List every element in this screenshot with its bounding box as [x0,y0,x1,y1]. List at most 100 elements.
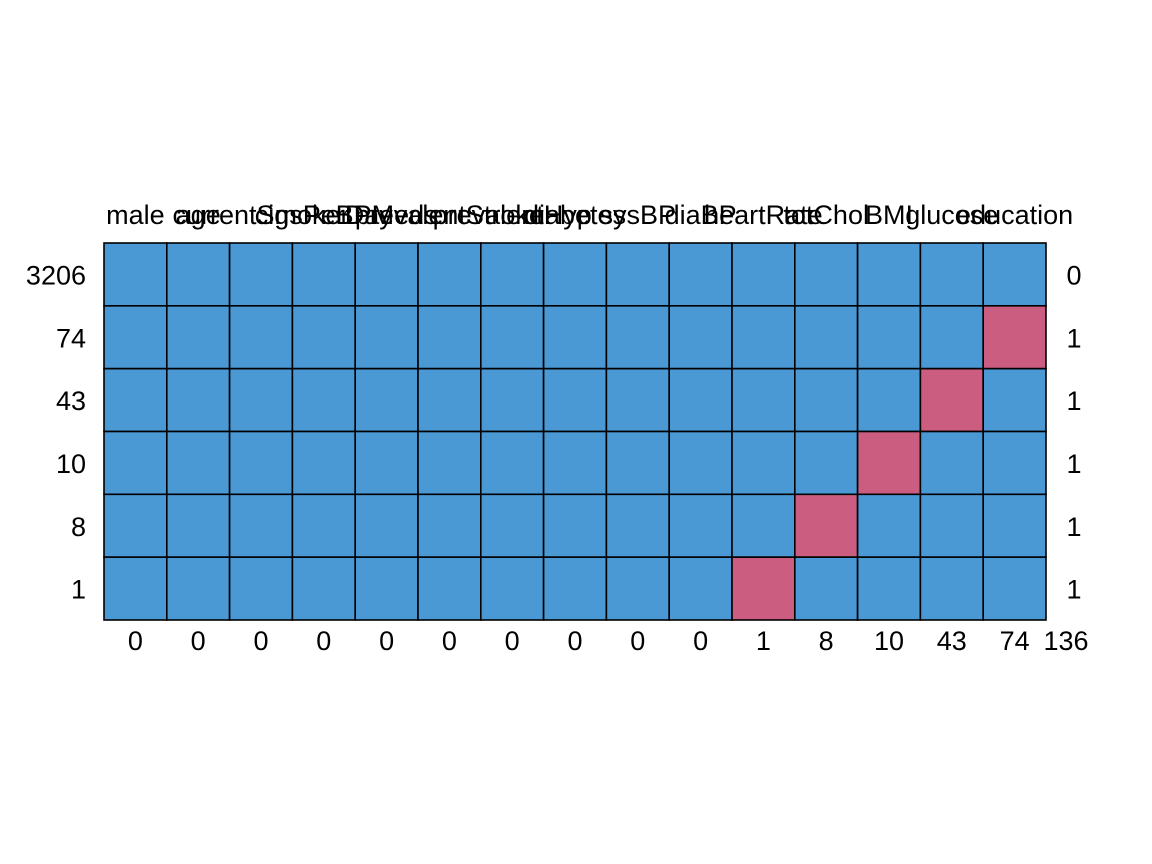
observed-cell [291,242,356,307]
observed-cell [479,367,545,433]
column-missing-count-label: 0 [316,626,331,656]
variable-label: BPMeds [336,200,438,230]
observed-cell [417,556,482,621]
variable-label: male [106,200,165,230]
observed-cell [731,493,796,558]
observed-cell [793,242,859,307]
column-missing-count-label: 0 [567,626,582,656]
row-missing-count-labels: 0 1 1 1 1 1 [1066,260,1081,604]
variable-label: prevalentHyp [433,200,592,230]
missing-cell [731,556,796,621]
observed-cell [542,367,608,433]
observed-cell [856,242,922,307]
column-missing-count-label: 0 [693,626,708,656]
observed-cell [919,305,985,370]
pattern-cells [103,242,1047,621]
variable-label: currentSmoker [172,200,349,230]
observed-cell [542,305,608,370]
observed-cell [166,367,231,433]
observed-cell [103,556,168,621]
observed-cell [166,242,231,307]
observed-cell [291,430,356,496]
observed-cell [354,493,419,558]
observed-cell [856,305,922,370]
variable-label: education [956,200,1073,230]
column-missing-count-label: 0 [191,626,206,656]
missing-cell [919,367,985,433]
row-missing-count-label: 1 [1066,386,1081,416]
observed-cell [228,493,294,558]
observed-cell [982,493,1047,558]
observed-cell [793,556,859,621]
variable-label: diaBP [665,200,737,230]
observed-cell [542,556,608,621]
observed-cell [668,430,733,496]
row-frequency-label: 8 [71,512,86,542]
observed-cell [479,493,545,558]
observed-cell [982,367,1047,433]
observed-cell [417,242,482,307]
observed-cell [166,430,231,496]
observed-cell [417,493,482,558]
observed-cell [793,430,859,496]
observed-cell [793,305,859,370]
column-missing-count-label: 0 [379,626,394,656]
variable-label: prevalentStroke [355,200,544,230]
observed-cell [605,367,671,433]
observed-cell [668,367,733,433]
observed-cell [354,242,419,307]
row-frequency-labels: 3206 74 43 10 8 1 [26,260,86,604]
column-missing-count-label: 10 [874,626,904,656]
row-missing-count-label: 1 [1066,449,1081,479]
observed-cell [668,305,733,370]
observed-cell [605,556,671,621]
observed-cell [417,305,482,370]
observed-cell [228,242,294,307]
variable-label: diabetes [524,200,626,230]
observed-cell [731,242,796,307]
observed-cell [291,493,356,558]
observed-cell [354,556,419,621]
observed-cell [166,556,231,621]
column-missing-count-labels: 0 0 0 0 0 0 0 0 0 0 1 8 10 43 74 136 [128,626,1089,656]
observed-cell [856,493,922,558]
variable-label: BMI [865,200,913,230]
column-missing-count-label: 0 [442,626,457,656]
row-frequency-label: 43 [56,386,86,416]
variable-label: age [176,200,221,230]
observed-cell [103,430,168,496]
missing-cell [982,305,1047,370]
observed-cell [542,430,608,496]
observed-cell [166,493,231,558]
observed-cell [166,305,231,370]
row-frequency-label: 1 [71,575,86,605]
observed-cell [919,430,985,496]
observed-cell [228,556,294,621]
missing-cell [856,430,922,496]
variable-labels: male agecurrentSmokercigsPerDayBPMedsprev… [106,200,1073,230]
variable-label: sysBP [600,200,677,230]
observed-cell [668,242,733,307]
column-missing-count-label: 0 [630,626,645,656]
row-missing-count-label: 1 [1066,323,1081,353]
observed-cell [103,242,168,307]
observed-cell [354,430,419,496]
observed-cell [919,556,985,621]
observed-cell [856,367,922,433]
row-missing-count-label: 1 [1066,512,1081,542]
column-missing-count-label: 74 [1000,626,1030,656]
observed-cell [291,556,356,621]
observed-cell [793,367,859,433]
column-missing-count-label: 0 [505,626,520,656]
variable-label: glucose [905,200,998,230]
observed-cell [103,493,168,558]
observed-cell [479,430,545,496]
observed-cell [731,367,796,433]
row-frequency-label: 3206 [26,260,86,290]
missing-cell [793,493,859,558]
observed-cell [731,430,796,496]
column-missing-count-label: 1 [756,626,771,656]
total-missing-label: 136 [1043,626,1088,656]
observed-cell [291,367,356,433]
